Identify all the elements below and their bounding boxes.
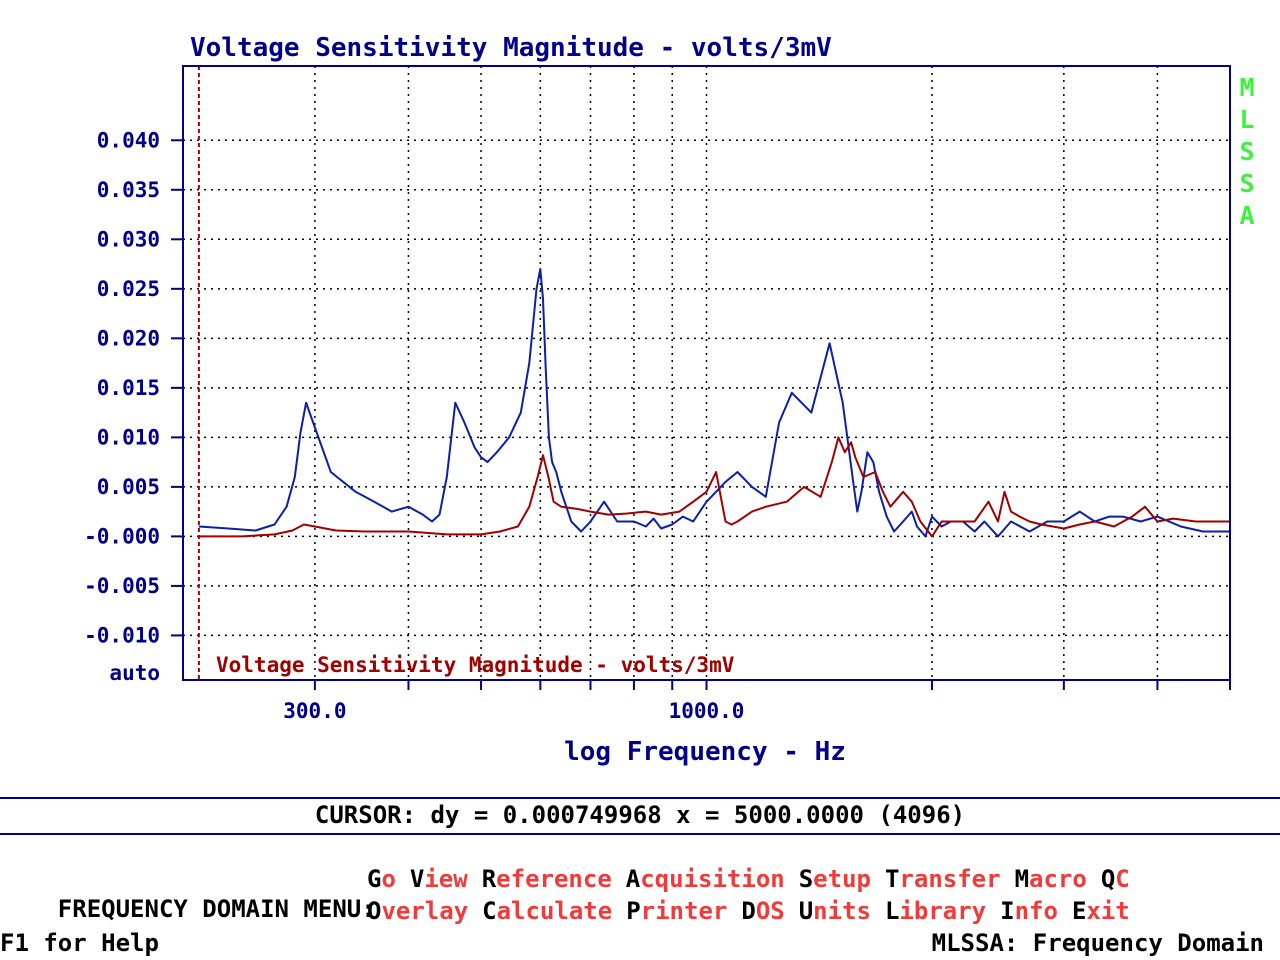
y-tick-label: 0.005 [97, 475, 160, 499]
trace-red [198, 436, 1230, 538]
trace-blue [198, 268, 1230, 538]
menu-item-macro[interactable]: Macro [1015, 865, 1087, 893]
menu-item-printer[interactable]: Printer [626, 897, 727, 925]
menu-item-label: ransfer [899, 865, 1001, 893]
side-label-letter: A [1239, 201, 1254, 230]
menu-title: FREQUENCY DOMAIN MENU: [0, 864, 376, 954]
side-label-letter: S [1239, 169, 1254, 198]
menu-hotkey: C [482, 897, 497, 925]
y-tick-label: -0.000 [84, 524, 160, 548]
y-tick-label: -0.005 [84, 574, 160, 598]
menu-hotkey: S [798, 865, 814, 893]
x-tick-label: 300.0 [283, 699, 346, 723]
menu-hotkey: T [884, 865, 900, 893]
menu-row-1: Go View Reference Acquisition Setup Transfer M… [367, 864, 1130, 894]
y-tick-label: 0.010 [97, 425, 160, 449]
status-divider-bottom [0, 833, 1280, 835]
y-tick-label: 0.035 [97, 178, 160, 202]
y-tick-label: 0.015 [97, 376, 160, 400]
menu-item-exit[interactable]: Exit [1072, 897, 1130, 925]
menu-item-qc[interactable]: QC [1101, 865, 1130, 893]
y-tick-label: 0.040 [97, 128, 160, 152]
y-tick-label: 0.030 [97, 227, 160, 251]
mlssa-side-label: MLSSA [1239, 73, 1254, 230]
menu-item-setup[interactable]: Setup [799, 865, 871, 893]
y-axis-auto-label[interactable]: auto [109, 661, 160, 685]
menu-hotkey: U [798, 897, 814, 925]
menu-item-label: acro [1029, 865, 1087, 893]
side-label-letter: L [1239, 105, 1254, 134]
menu-item-label: iew [424, 865, 468, 893]
menu-item-label: etup [813, 865, 871, 893]
side-label-letter: M [1239, 73, 1254, 102]
menu-hotkey: M [1014, 865, 1030, 893]
menu-item-label: ibrary [899, 897, 987, 925]
side-label-letter: S [1239, 137, 1254, 166]
menu-item-transfer[interactable]: Transfer [885, 865, 1001, 893]
menu-hotkey: E [1071, 897, 1087, 925]
x-axis-ticks: 300.0 1000.0 [283, 680, 1231, 723]
menu-item-overlay[interactable]: Overlay [367, 897, 468, 925]
x-axis-label: log Frequency - Hz [564, 737, 846, 767]
menu-item-label: cquisition [640, 865, 785, 893]
menu-item-view[interactable]: View [410, 865, 468, 893]
chart-title: Voltage Sensitivity Magnitude - volts/3m… [190, 33, 832, 63]
y-tick-label: 0.025 [97, 277, 160, 301]
menu-hotkey: A [625, 865, 641, 893]
y-tick-label: -0.010 [84, 623, 160, 647]
frequency-response-chart: Voltage Sensitivity Magnitude - volts/3m… [84, 33, 1254, 767]
menu-item-label: eference [496, 865, 612, 893]
menu-item-info[interactable]: Info [1000, 897, 1058, 925]
menu-item-library[interactable]: Library [885, 897, 986, 925]
menu-title-label: FREQUENCY DOMAIN MENU: [57, 895, 376, 923]
menu-item-label: verlay [381, 897, 469, 925]
menu-hotkey: O [367, 897, 382, 925]
cursor-lines [197, 66, 1231, 680]
menu-hotkey: V [409, 865, 425, 893]
menu-item-label: alculate [496, 897, 613, 925]
menu-item-label: OS [755, 897, 785, 925]
menu-item-acquisition[interactable]: Acquisition [626, 865, 785, 893]
menu-hotkey: Q [1100, 865, 1116, 893]
help-hint[interactable]: F1 for Help [0, 929, 159, 957]
overlay-title: Voltage Sensitivity Magnitude - volts/3m… [216, 653, 735, 677]
menu-hotkey: L [884, 897, 900, 925]
status-divider-top [0, 797, 1280, 799]
menu-item-reference[interactable]: Reference [482, 865, 612, 893]
menu-hotkey: P [626, 897, 641, 925]
menu-item-label: o [381, 865, 396, 893]
x-tick-label: 1000.0 [669, 699, 745, 723]
cursor-readout: CURSOR: dy = 0.000749968 x = 5000.0000 (… [314, 801, 966, 829]
grid-lines [183, 66, 1230, 680]
menu-item-dos[interactable]: DOS [741, 897, 784, 925]
menu-row-2: Overlay Calculate Printer DOS Units Library In… [367, 896, 1130, 926]
menu-hotkey: D [741, 897, 756, 925]
menu-hotkey: G [367, 865, 382, 893]
menu-item-label: nfo [1014, 897, 1058, 925]
menu-item-units[interactable]: Units [799, 897, 871, 925]
menu-item-go[interactable]: Go [367, 865, 396, 893]
menu-item-label: C [1115, 865, 1130, 893]
menu-item-label: xit [1086, 897, 1130, 925]
menu-item-label: nits [813, 897, 871, 925]
menu-hotkey: I [1000, 897, 1015, 925]
menu-item-label: rinter [640, 897, 728, 925]
trace-layer [198, 268, 1230, 538]
y-tick-label: 0.020 [97, 326, 160, 350]
menu-item-calculate[interactable]: Calculate [482, 897, 612, 925]
mode-indicator: MLSSA: Frequency Domain [931, 929, 1264, 957]
menu-hotkey: R [481, 865, 497, 893]
y-axis-ticks: 0.040 0.035 0.030 0.025 0.020 0.015 0.010 0.005… [84, 128, 183, 647]
